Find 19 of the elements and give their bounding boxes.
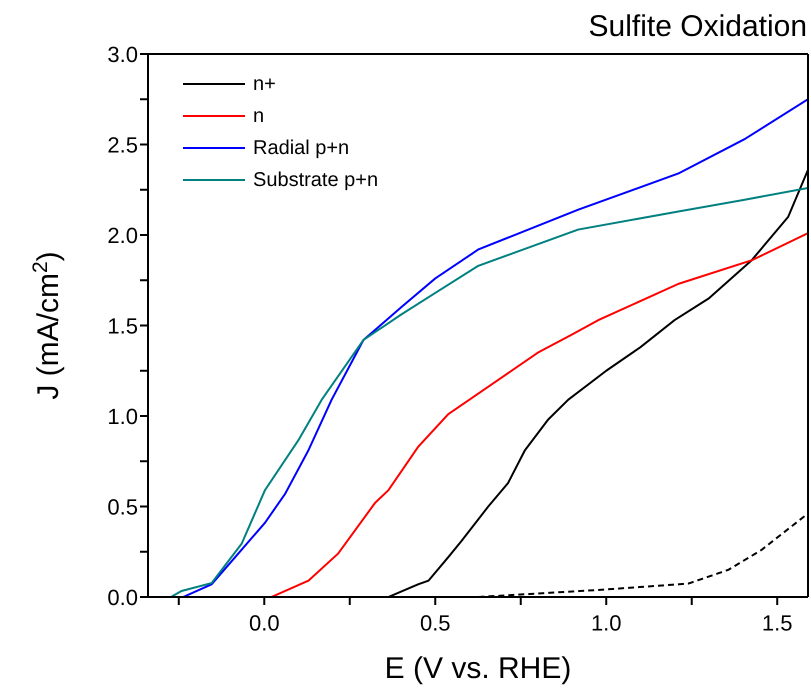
legend-label: n [253, 104, 264, 129]
y-tick-label: 3.0 [107, 42, 138, 67]
legend-label: Substrate p+n [253, 168, 378, 193]
y-tick-label: 2.5 [107, 132, 138, 158]
y-tick-label: 0.0 [107, 584, 138, 610]
x-tick-label: 0.5 [420, 610, 451, 636]
y-tick-label: 1.5 [107, 313, 138, 338]
x-tick-label: 0.0 [248, 610, 280, 636]
legend-label: n+ [253, 72, 276, 97]
x-tick-label: 1.0 [590, 610, 622, 636]
y-tick-label: 2.0 [107, 222, 138, 248]
x-axis-title: E (V vs. RHE) [384, 652, 572, 685]
y-tick-label: 1.0 [107, 404, 138, 429]
chart-title: Sulfite Oxidation [588, 10, 807, 44]
y-tick-label: 0.5 [107, 494, 138, 520]
legend-label: Radial p+n [253, 136, 350, 161]
line-series [270, 232, 808, 597]
x-tick-label: 1.5 [762, 610, 793, 636]
line-series [182, 98, 808, 597]
